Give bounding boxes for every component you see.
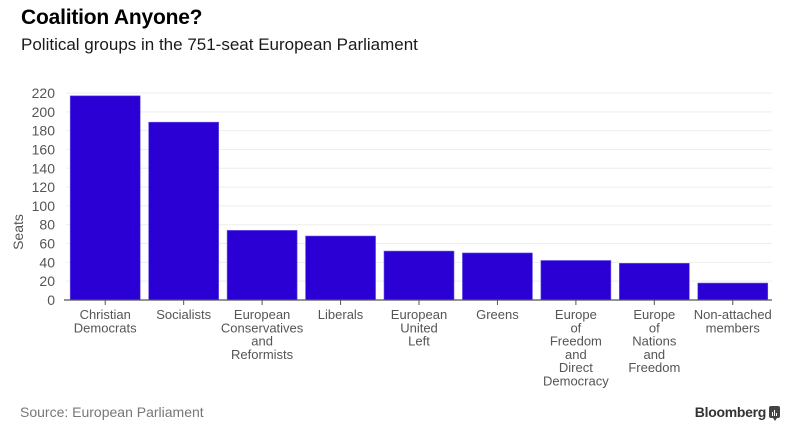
x-tick-label-line: and xyxy=(251,334,273,349)
x-tick-label-line: Freedom xyxy=(550,334,602,349)
bar xyxy=(619,263,690,301)
y-tick-label: 140 xyxy=(32,160,56,176)
x-tick-label: Liberals xyxy=(318,307,364,322)
x-tick-label: Europe of Nations and Freedom xyxy=(628,307,680,375)
x-tick-label-line: Reformists xyxy=(231,347,294,362)
y-tick-label: 40 xyxy=(39,254,55,270)
y-tick-label: 80 xyxy=(39,217,55,233)
x-tick-label-line: and xyxy=(643,347,665,362)
source-note: Source: European Parliament xyxy=(20,404,204,420)
x-tick-label-line: Greens xyxy=(476,307,519,322)
x-tick-label-line: Socialists xyxy=(156,307,211,322)
x-tick-label: Greens xyxy=(476,307,519,322)
x-tick-label-line: of xyxy=(570,320,581,335)
brand-logo-text: Bloomberg xyxy=(694,404,767,420)
x-tick-label-line: European xyxy=(234,307,290,322)
y-tick-label: 100 xyxy=(32,198,56,214)
x-tick-label-line: and xyxy=(565,347,587,362)
x-tick-label-line: United xyxy=(400,320,438,335)
bar xyxy=(69,95,141,301)
x-tick-label-line: Democrats xyxy=(74,320,137,335)
x-tick-label: European Conservatives and Reformists xyxy=(221,307,304,362)
bar xyxy=(305,235,376,301)
y-tick-label: 60 xyxy=(39,236,55,252)
x-tick-label: European United Left xyxy=(391,307,447,349)
bars xyxy=(69,95,769,301)
x-tick-label: Europe of Freedom and Direct Democracy xyxy=(543,307,609,389)
y-tick-label: 220 xyxy=(32,85,56,101)
bloomberg-chart-icon xyxy=(769,406,780,421)
bar xyxy=(148,121,219,301)
bar-chart: 0 20 40 60 80 100 120 140 160 180 200 220 Christian… xyxy=(10,85,772,389)
x-tick-label-line: Nations xyxy=(632,334,677,349)
x-tick-label-line: Conservatives xyxy=(221,320,304,335)
bar xyxy=(226,230,298,301)
y-tick-label: 20 xyxy=(39,273,55,289)
chart-title: Coalition Anyone? xyxy=(21,6,203,29)
x-tick-label-line: Christian xyxy=(80,307,131,322)
x-axis-ticks xyxy=(104,300,734,305)
chart-subtitle: Political groups in the 751-seat Europea… xyxy=(21,35,418,54)
x-tick-label-line: Non-attached xyxy=(694,307,772,322)
x-tick-label-line: Freedom xyxy=(628,360,680,375)
y-tick-label: 0 xyxy=(47,292,55,308)
x-tick-label-line: members xyxy=(706,320,761,335)
x-tick-label-line: European xyxy=(391,307,447,322)
x-tick-label: Christian Democrats xyxy=(74,307,137,335)
x-tick-label-line: Democracy xyxy=(543,374,609,389)
x-tick-label-line: Europe xyxy=(633,307,675,322)
y-tick-label: 120 xyxy=(32,179,56,195)
x-tick-label: Socialists xyxy=(156,307,211,322)
x-tick-label-line: Europe xyxy=(555,307,597,322)
x-tick-label-line: Liberals xyxy=(318,307,364,322)
y-axis-title: Seats xyxy=(10,214,26,250)
y-tick-label: 200 xyxy=(32,104,56,120)
y-tick-label: 160 xyxy=(32,141,56,157)
x-tick-label: Non-attached members xyxy=(694,307,772,335)
y-axis-ticks: 0 20 40 60 80 100 120 140 160 180 200 220 xyxy=(32,85,56,308)
bar xyxy=(383,250,455,301)
x-tick-label-line: Direct xyxy=(559,360,593,375)
bar xyxy=(540,260,612,301)
x-tick-label-line: of xyxy=(649,320,660,335)
bar xyxy=(462,252,533,301)
bar xyxy=(697,282,769,301)
y-tick-label: 180 xyxy=(32,123,56,139)
x-tick-label-line: Left xyxy=(408,334,430,349)
